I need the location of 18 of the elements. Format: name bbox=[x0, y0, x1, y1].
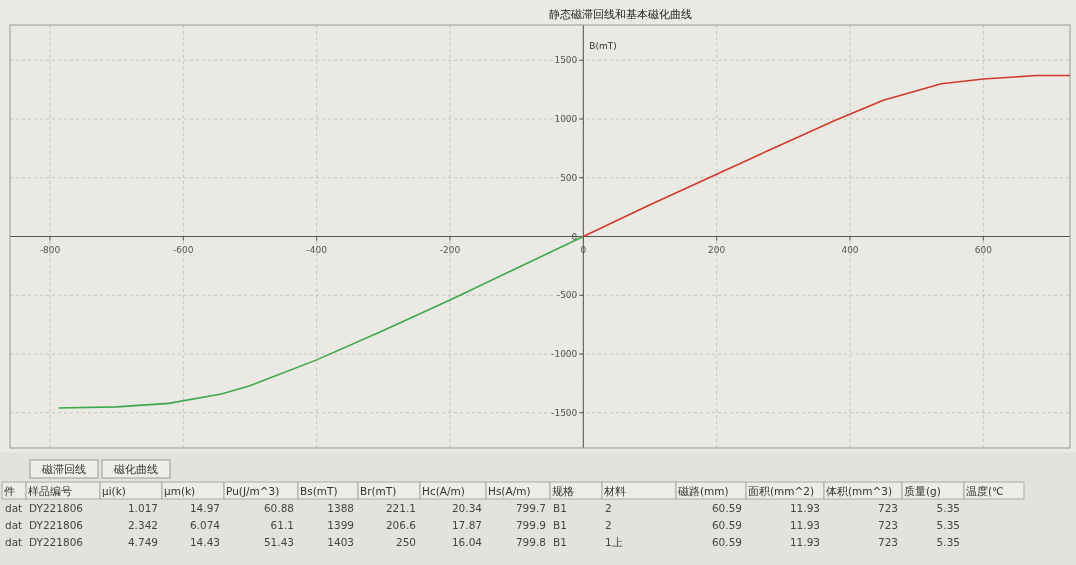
x-tick-label: -600 bbox=[173, 244, 194, 255]
chart-title: 静态磁滞回线和基本磁化曲线 bbox=[548, 8, 692, 21]
line-series bbox=[582, 74, 1071, 238]
y-tick-label: 500 bbox=[560, 172, 578, 183]
x-tick-label: 200 bbox=[708, 244, 726, 255]
y-tick-label: 1500 bbox=[554, 55, 578, 66]
x-tick-label: -400 bbox=[306, 244, 328, 255]
table: 磁滞回线 磁化曲线 件 样品编号 μi(k) μm(k) Pu(J/m^3) Bs(mT) Br(mT) Hc(A/m) Hs(A/m) 规格 材料 磁路(mm) 面积(mm^2) 体积(mm^3) 质量(g) 温度(℃ dat DY221806 1.017 14.97 60.88 1388 221.1 20.34 799.7 B1 2 60.59 11.93 723 5.35 dat DY221806 2.342 6.074 61.1 1399 206.6 17.87 799.9 B1 2 60.59 11.93 723 5.35 dat DY221806 4.749 14.43 51.43 1403 250 16.04 799.8 B1 1上 60.59 11.93 723 5.35 bbox=[0, 452, 1076, 565]
x-tick-label: 600 bbox=[974, 244, 993, 255]
y-tick-label: -500 bbox=[556, 290, 578, 301]
y-axis-title: B(mT) bbox=[589, 41, 617, 51]
x-tick-label: 0 bbox=[580, 244, 587, 255]
x-tick-label: -800 bbox=[39, 244, 61, 255]
y-tick-label: -1000 bbox=[551, 349, 578, 359]
y-tick-label: 1000 bbox=[554, 114, 578, 124]
y-tick-label: -1500 bbox=[551, 407, 578, 418]
x-tick-label: 400 bbox=[841, 244, 859, 255]
x-tick-label: -200 bbox=[439, 244, 461, 255]
